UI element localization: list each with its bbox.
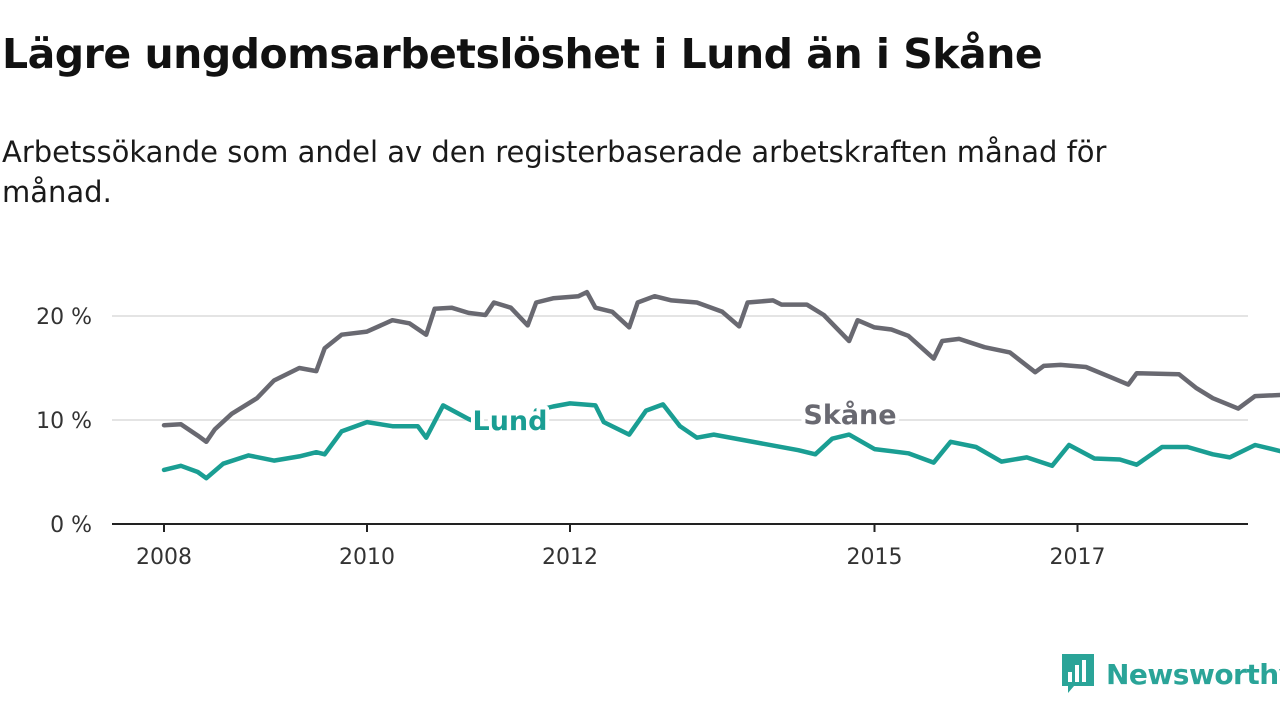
y-tick-label: 0 % <box>50 513 92 538</box>
x-tick-label: 2017 <box>1050 545 1106 570</box>
chart-title: Lägre ungdomsarbetslöshet i Lund än i Sk… <box>2 30 1043 78</box>
series-name-halo: Skåne <box>803 399 896 431</box>
x-tick-label: 2015 <box>847 545 903 570</box>
series-name-halo: Lund <box>473 406 548 437</box>
series-line-skåne <box>161 289 1280 445</box>
brand-name: Newsworthy <box>1106 657 1280 691</box>
chart-subtitle: Arbetssökande som andel av den registerb… <box>2 135 1107 209</box>
axes: 0 %10 %20 %20082010201220152017202020222… <box>36 305 1248 570</box>
x-tick-label: 2012 <box>542 545 598 570</box>
x-tick-label: 2010 <box>339 545 395 570</box>
x-tick-label: 2008 <box>136 545 192 570</box>
bar-chart-speech-bubble-icon <box>1062 654 1094 693</box>
series-name-label: Skåne <box>803 399 896 431</box>
y-tick-label: 20 % <box>36 305 92 330</box>
newsworthy-brand[interactable]: Newsworthy <box>1060 652 1280 696</box>
series-line-lund <box>161 401 1280 481</box>
series-lines <box>161 289 1280 481</box>
series-name-label: Lund <box>473 406 548 437</box>
gridlines <box>112 315 1248 421</box>
y-tick-label: 10 % <box>36 409 92 434</box>
